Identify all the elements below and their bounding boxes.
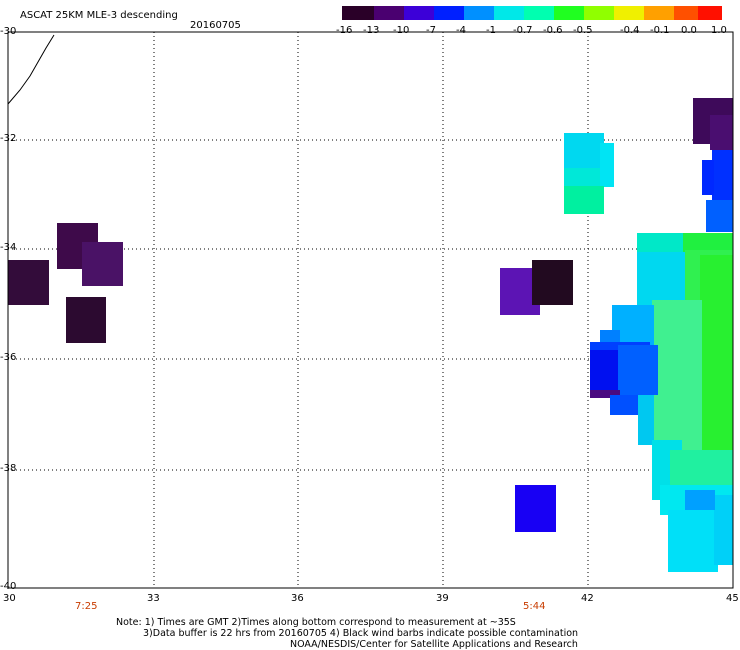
lon-label: 33 (147, 593, 160, 604)
colorbar-seg (434, 6, 464, 20)
lat-label: -36 (0, 352, 17, 363)
cell (685, 490, 715, 510)
colorbar-label: 1.0 (711, 25, 727, 36)
plot-frame (7, 31, 734, 589)
cell (618, 345, 658, 395)
colorbar-seg (464, 6, 494, 20)
lon-label: 39 (436, 593, 449, 604)
lat-label: -38 (0, 463, 17, 474)
cell (637, 252, 693, 307)
colorbar-label: -1 (486, 25, 496, 36)
coastline (7, 34, 55, 105)
pass-time: 5:44 (523, 601, 546, 612)
colorbar-label: -10 (393, 25, 410, 36)
colorbar-label: -0.6 (543, 25, 563, 36)
cell (637, 233, 683, 253)
cell (652, 300, 702, 460)
cell (668, 510, 718, 572)
colorbar-seg (404, 6, 434, 20)
colorbar-seg (554, 6, 584, 20)
note-line-2: 3)Data buffer is 22 hrs from 20160705 4)… (143, 628, 579, 639)
cell (600, 143, 614, 187)
map-title: ASCAT 25KM MLE-3 descending (20, 10, 178, 21)
cell (8, 260, 49, 305)
map-date: 20160705 (190, 20, 241, 31)
cell (710, 115, 733, 150)
cell (590, 350, 618, 390)
pass-time: 7:25 (75, 601, 98, 612)
cell (638, 395, 654, 445)
cell (702, 160, 714, 195)
lat-label: -32 (0, 133, 17, 144)
colorbar-seg (524, 6, 554, 20)
lon-label: 45 (726, 593, 739, 604)
colorbar-label: -16 (336, 25, 353, 36)
colorbar-label: -13 (363, 25, 380, 36)
colorbar-label: -0.4 (620, 25, 640, 36)
lat-label: -34 (0, 242, 17, 253)
colorbar-label: -0.7 (513, 25, 533, 36)
colorbar-seg (584, 6, 614, 20)
cell (564, 168, 600, 186)
colorbar-label: -4 (456, 25, 466, 36)
cell (532, 260, 573, 305)
colorbar-label: -0.1 (650, 25, 670, 36)
cell (700, 255, 733, 455)
colorbar-seg (494, 6, 524, 20)
cell (66, 297, 106, 343)
wind-cells (8, 98, 733, 572)
colorbar-seg (698, 6, 722, 20)
gridlines (8, 32, 732, 588)
cell (82, 242, 123, 286)
cell (564, 186, 604, 214)
cell (610, 395, 640, 415)
cell (515, 485, 556, 532)
note-line-3: NOAA/NESDIS/Center for Satellite Applica… (290, 639, 578, 650)
cell (590, 390, 620, 398)
colorbar-seg (374, 6, 404, 20)
cell (683, 233, 733, 253)
colorbar-seg (644, 6, 674, 20)
note-line-1: Note: 1) Times are GMT 2)Times along bot… (116, 617, 516, 628)
lon-label: 42 (581, 593, 594, 604)
colorbar-label: 0.0 (681, 25, 697, 36)
cell (564, 133, 604, 171)
cell (714, 495, 733, 565)
colorbar-label: -7 (426, 25, 436, 36)
colorbar-seg (342, 6, 374, 20)
lon-label: 30 (3, 593, 16, 604)
cell (712, 150, 733, 200)
colorbar-label: -0.5 (573, 25, 593, 36)
lat-label: -30 (0, 26, 17, 37)
cell (706, 200, 733, 232)
cell (670, 450, 733, 490)
colorbar-seg (674, 6, 698, 20)
colorbar (342, 6, 722, 20)
colorbar-seg (614, 6, 644, 20)
lat-label: -40 (0, 581, 17, 592)
cell (600, 330, 620, 345)
lon-label: 36 (291, 593, 304, 604)
